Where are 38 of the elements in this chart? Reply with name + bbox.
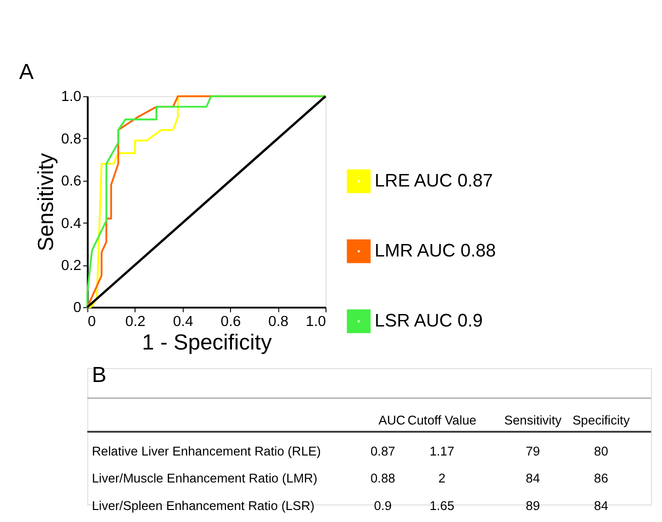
text: Cutoff Value bbox=[408, 412, 476, 428]
text: 79 bbox=[526, 443, 540, 458]
text: 80 bbox=[594, 443, 608, 458]
x-tick-label: 0 bbox=[88, 314, 96, 330]
text: Liver/Muscle Enhancement Ratio (LMR) bbox=[92, 470, 318, 486]
y-tick-label: 0.2 bbox=[61, 258, 82, 274]
y-tick-label: 0.6 bbox=[61, 174, 82, 190]
text: 84 bbox=[594, 498, 608, 513]
text: 1.65 bbox=[430, 498, 454, 513]
x-tick-label: 0.6 bbox=[220, 314, 241, 330]
text: Specificity bbox=[572, 412, 630, 428]
y-tick-label: 0.8 bbox=[61, 131, 82, 148]
text: A bbox=[19, 58, 34, 84]
text: 0.88 bbox=[370, 470, 396, 486]
x-tick-label: 0.4 bbox=[172, 314, 194, 330]
legend-label: LRE AUC 0.87 bbox=[374, 170, 493, 191]
text: 0.87 bbox=[370, 443, 396, 458]
y-tick-label: 0 bbox=[73, 300, 82, 316]
text: 2 bbox=[438, 470, 446, 486]
text: 86 bbox=[594, 470, 608, 486]
text: 84 bbox=[526, 470, 540, 486]
legend-label: LMR AUC 0.88 bbox=[374, 240, 496, 261]
y-axis-title: Sensitivity bbox=[32, 152, 58, 252]
legend-label: LSR AUC 0.9 bbox=[374, 310, 483, 331]
y-tick-label: 0.4 bbox=[61, 216, 82, 232]
x-axis-title: 1 - Specificity bbox=[142, 329, 272, 354]
text: Liver/Spleen Enhancement Ratio (LSR) bbox=[92, 498, 315, 513]
text: 0.9 bbox=[374, 498, 392, 513]
text: B bbox=[92, 362, 106, 387]
y-tick-label: 1.0 bbox=[61, 89, 82, 106]
x-tick-label: 1.0 bbox=[306, 314, 326, 330]
text: AUC bbox=[378, 412, 406, 428]
text: Relative Liver Enhancement Ratio (RLE) bbox=[92, 443, 321, 458]
x-tick-label: 0.8 bbox=[268, 314, 288, 330]
x-tick-label: 0.2 bbox=[125, 314, 146, 330]
text: Sensitivity bbox=[504, 412, 562, 428]
text: 89 bbox=[526, 498, 540, 513]
text: 1.17 bbox=[430, 443, 454, 458]
